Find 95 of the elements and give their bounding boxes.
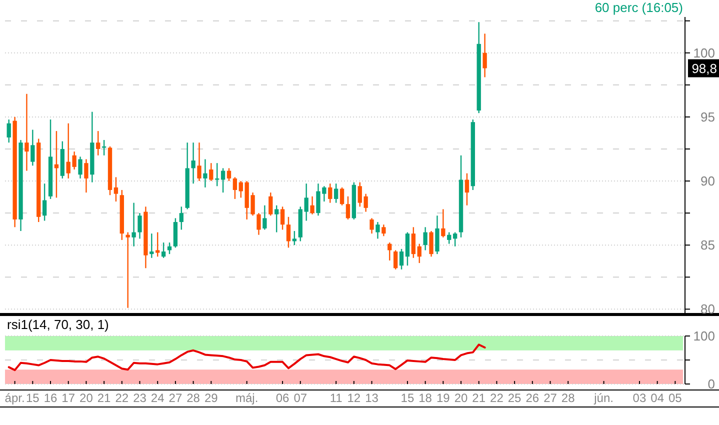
chart-subtitle: 60 perc (16:05) bbox=[594, 0, 683, 15]
x-tick-label: 15 bbox=[26, 391, 40, 405]
candlestick bbox=[126, 232, 130, 308]
annotation: 98,8 bbox=[692, 60, 717, 76]
candlestick bbox=[156, 232, 160, 258]
candlestick bbox=[292, 230, 297, 246]
x-tick-label: 29 bbox=[204, 391, 218, 405]
candlestick bbox=[334, 182, 338, 204]
candlestick bbox=[393, 250, 398, 270]
candlestick bbox=[346, 196, 350, 220]
candlestick bbox=[78, 156, 82, 180]
y-tick-label: 90 bbox=[700, 174, 715, 189]
y-tick-label: 100 bbox=[693, 328, 715, 344]
y-tick-label: 95 bbox=[700, 110, 715, 124]
candlestick bbox=[482, 33, 487, 78]
candlestick bbox=[268, 192, 273, 216]
candlestick bbox=[417, 243, 422, 264]
candlestick bbox=[435, 215, 440, 255]
candlestick bbox=[280, 206, 285, 230]
candlestick bbox=[340, 186, 344, 206]
x-tick-label: jún. bbox=[593, 391, 614, 405]
chart-title: rsi1(14, 70, 30, 1) bbox=[7, 317, 109, 332]
y-tick-label: 0 bbox=[708, 376, 715, 392]
x-tick-label: 18 bbox=[418, 391, 432, 405]
x-tick-label: 28 bbox=[186, 391, 200, 405]
candlestick bbox=[114, 176, 118, 202]
candlestick bbox=[84, 158, 88, 194]
candlestick bbox=[376, 221, 380, 240]
candlestick bbox=[429, 230, 434, 258]
candlestick bbox=[441, 208, 446, 238]
x-tick-label: 24 bbox=[150, 391, 165, 405]
candlestick bbox=[411, 226, 416, 258]
candlestick bbox=[405, 232, 410, 266]
candlestick bbox=[274, 204, 279, 233]
x-tick-label: 26 bbox=[526, 391, 540, 405]
candlestick bbox=[286, 216, 291, 248]
x-tick-label: 03 bbox=[632, 391, 646, 405]
candlestick bbox=[382, 224, 386, 237]
line-series bbox=[8, 344, 486, 372]
x-tick-label: 06 bbox=[276, 391, 290, 405]
candlestick bbox=[310, 196, 314, 215]
x-tick-label: 25 bbox=[508, 391, 522, 405]
candlestick bbox=[423, 226, 428, 251]
candlestick bbox=[132, 202, 136, 247]
candlestick bbox=[179, 206, 184, 230]
candlestick bbox=[203, 158, 208, 188]
x-tick-label: 27 bbox=[168, 391, 182, 405]
candlestick bbox=[42, 182, 47, 222]
candlestick bbox=[232, 176, 238, 200]
candlestick bbox=[226, 168, 232, 182]
x-tick-label: ápr. bbox=[4, 391, 25, 405]
x-tick-label: 27 bbox=[544, 391, 558, 405]
candlestick bbox=[328, 182, 332, 204]
candlestick bbox=[399, 248, 404, 270]
candlestick bbox=[262, 204, 267, 230]
candlestick bbox=[96, 130, 100, 156]
candlestick bbox=[138, 212, 142, 240]
candlestick bbox=[256, 212, 261, 236]
y-tick-label: 100 bbox=[693, 45, 715, 60]
y-tick-label: 85 bbox=[700, 238, 715, 253]
x-tick-label: 23 bbox=[133, 391, 147, 405]
candlestick bbox=[447, 232, 452, 244]
x-tick-label: 04 bbox=[650, 391, 664, 405]
candlestick bbox=[388, 242, 392, 262]
x-tick-label: 13 bbox=[365, 391, 379, 405]
x-tick-label: 20 bbox=[454, 391, 468, 405]
x-tick-label: 15 bbox=[400, 391, 414, 405]
x-tick-label: 22 bbox=[115, 391, 129, 405]
x-tick-label: 17 bbox=[62, 391, 76, 405]
candlestick bbox=[220, 168, 226, 194]
x-tick-label: 12 bbox=[347, 391, 361, 405]
x-tick-label: 05 bbox=[668, 391, 682, 405]
candlestick bbox=[464, 172, 470, 206]
x-tick-label: 16 bbox=[44, 391, 58, 405]
candlestick bbox=[6, 118, 11, 144]
candlestick bbox=[30, 129, 35, 166]
x-tick-label: 28 bbox=[561, 391, 576, 405]
x-tick-label: 19 bbox=[436, 391, 450, 405]
x-tick-label: máj. bbox=[236, 391, 258, 405]
x-tick-label: 20 bbox=[80, 391, 94, 405]
candlestick bbox=[191, 142, 196, 184]
candlestick bbox=[161, 242, 166, 258]
x-tick-label: 11 bbox=[330, 391, 343, 405]
candlestick bbox=[370, 218, 374, 234]
candlestick bbox=[209, 162, 214, 182]
y-tick-label: 80 bbox=[700, 302, 715, 317]
x-tick-label: 07 bbox=[294, 391, 308, 405]
candlestick bbox=[197, 142, 202, 182]
x-tick-label: 21 bbox=[472, 391, 486, 405]
candlestick bbox=[24, 93, 29, 172]
x-tick-label: 21 bbox=[97, 391, 112, 405]
candlestick bbox=[238, 180, 243, 198]
candlestick bbox=[452, 232, 458, 247]
candlestick bbox=[150, 232, 154, 258]
x-tick-label: 22 bbox=[490, 391, 504, 405]
